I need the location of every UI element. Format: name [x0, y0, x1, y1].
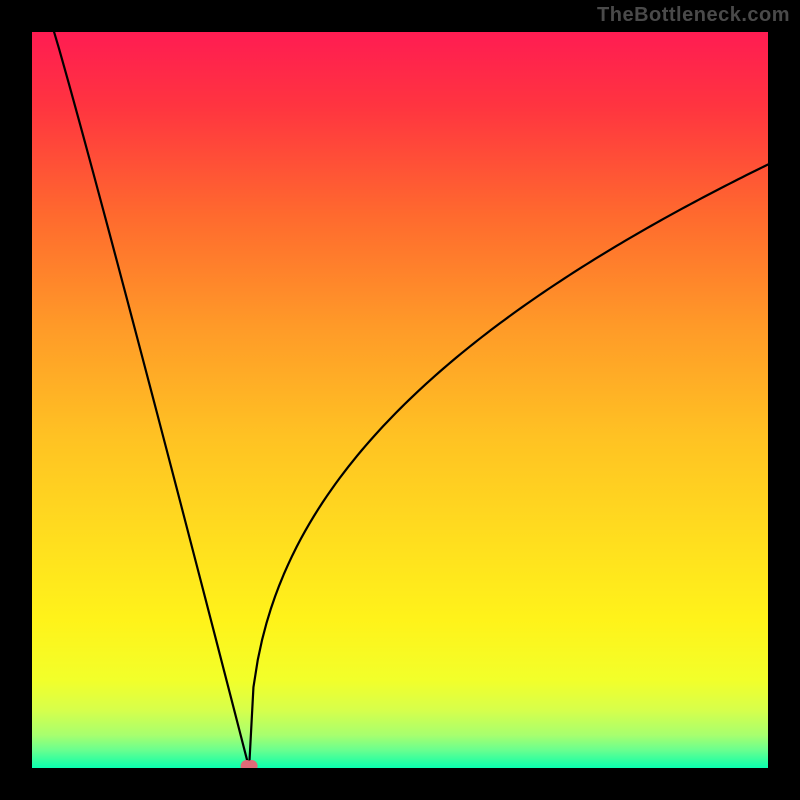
minimum-marker	[241, 760, 258, 768]
chart-container: TheBottleneck.com	[0, 0, 800, 800]
plot-area	[32, 32, 768, 768]
bottleneck-curve	[32, 32, 768, 768]
watermark-text: TheBottleneck.com	[597, 4, 790, 27]
curve-path	[54, 32, 768, 768]
